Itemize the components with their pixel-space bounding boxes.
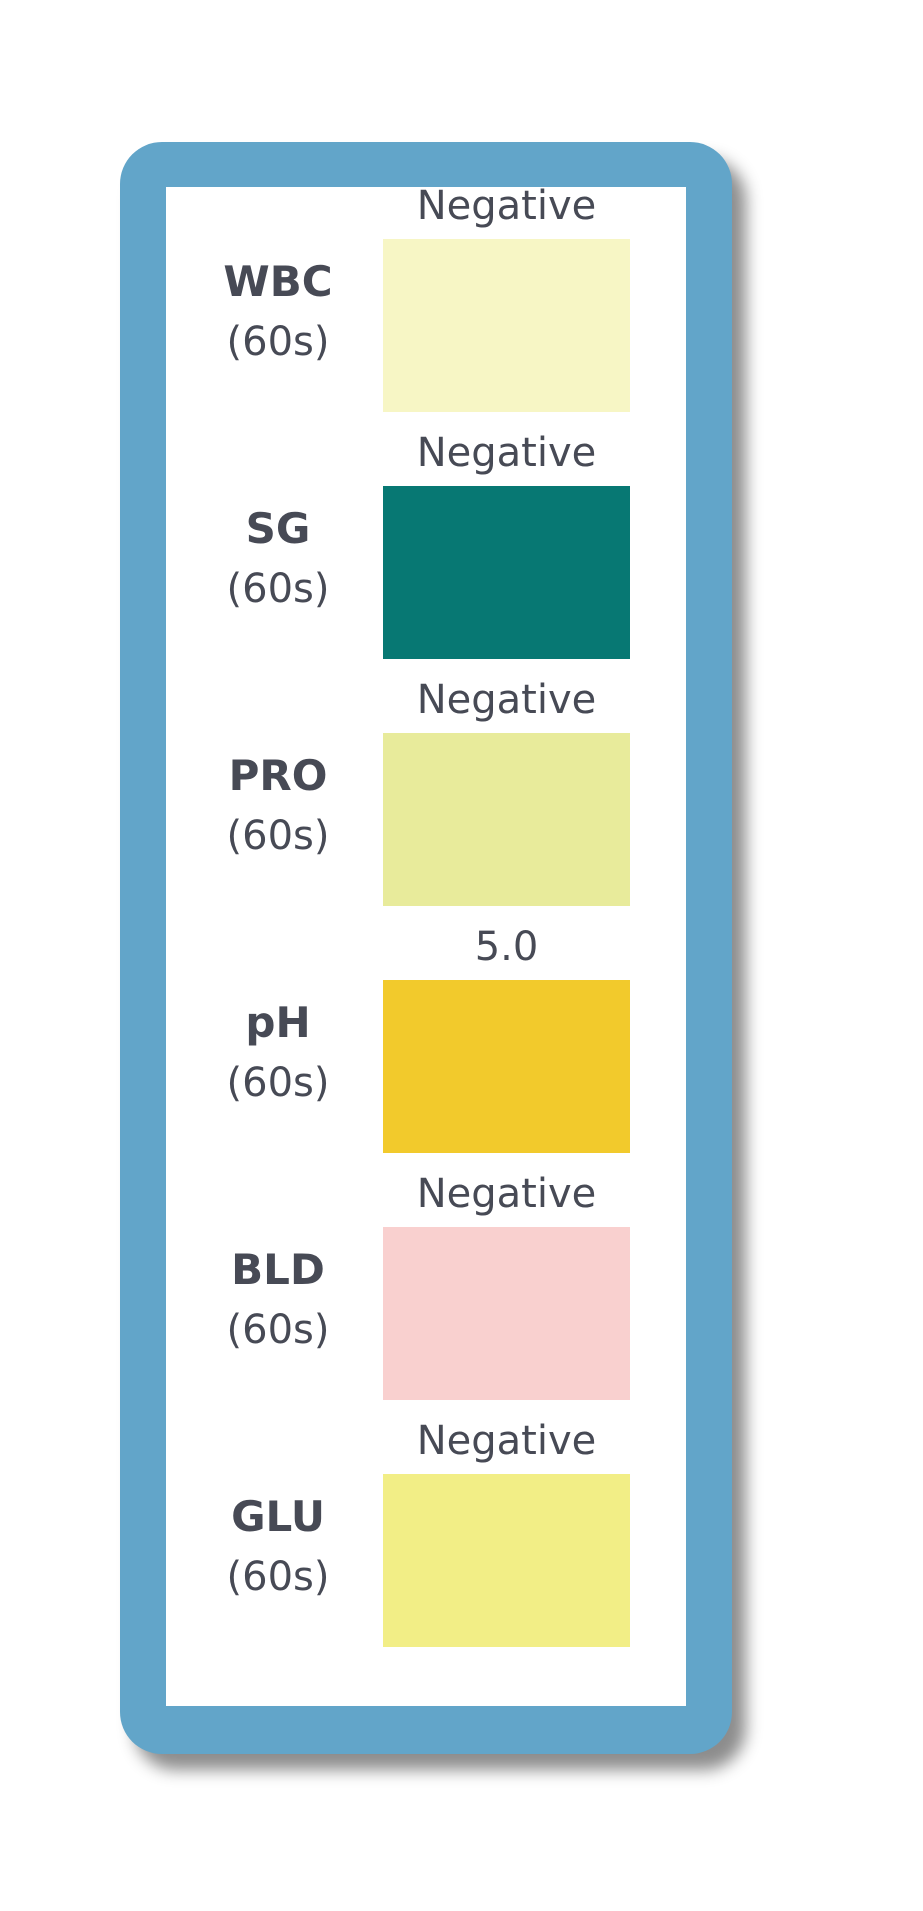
strip-panel: Negative WBC (60s) Negative SG (60s) Negative P… <box>166 183 686 1706</box>
pad-row: Negative SG (60s) <box>166 404 686 659</box>
pad-result: Negative <box>416 183 597 229</box>
pad-row: 5.0 pH (60s) <box>166 898 686 1153</box>
pad-name: BLD <box>231 1245 325 1294</box>
pad-result: Negative <box>416 1418 597 1464</box>
pad-row: Negative BLD (60s) <box>166 1145 686 1400</box>
color-pad <box>383 1474 630 1647</box>
pad-time: (60s) <box>226 319 330 365</box>
color-pad <box>383 486 630 659</box>
pad-result: Negative <box>416 1171 597 1217</box>
pad-name: SG <box>245 504 311 553</box>
pad-time: (60s) <box>226 1307 330 1353</box>
color-pad <box>383 1227 630 1400</box>
pad-time: (60s) <box>226 566 330 612</box>
pad-row: Negative PRO (60s) <box>166 651 686 906</box>
pad-result: 5.0 <box>474 924 539 970</box>
pad-result: Negative <box>416 677 597 723</box>
pad-name: GLU <box>231 1492 325 1541</box>
pad-result: Negative <box>416 430 597 476</box>
color-pad <box>383 239 630 412</box>
pad-name: PRO <box>228 751 328 800</box>
pad-name: WBC <box>223 257 333 306</box>
pad-row: Negative WBC (60s) <box>166 157 686 412</box>
pad-time: (60s) <box>226 1554 330 1600</box>
color-pad <box>383 980 630 1153</box>
pad-name: pH <box>245 998 311 1047</box>
color-pad <box>383 733 630 906</box>
pad-row: Negative GLU (60s) <box>166 1392 686 1647</box>
test-strip: Negative WBC (60s) Negative SG (60s) Negative P… <box>120 142 732 1754</box>
pad-time: (60s) <box>226 1060 330 1106</box>
pad-time: (60s) <box>226 813 330 859</box>
